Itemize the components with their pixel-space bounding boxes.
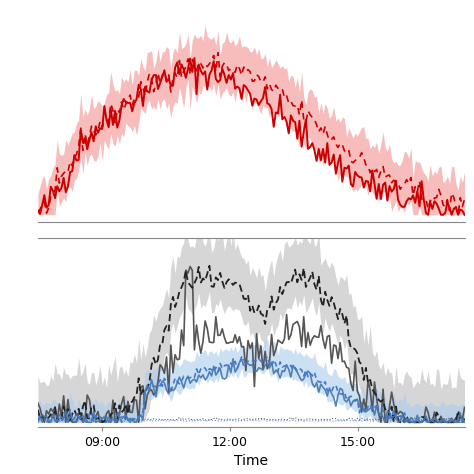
X-axis label: Time: Time: [234, 454, 268, 468]
